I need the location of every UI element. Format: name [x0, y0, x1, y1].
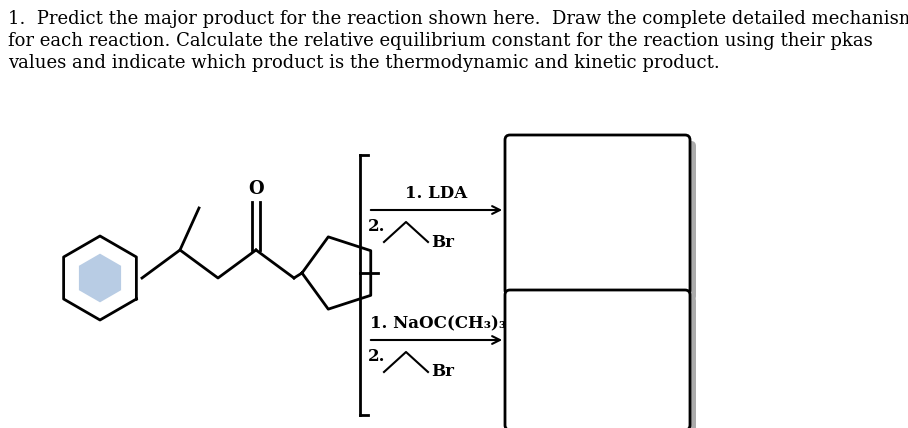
Text: Br: Br — [431, 234, 454, 250]
Text: 1. NaOC(CH₃)₃: 1. NaOC(CH₃)₃ — [370, 315, 506, 332]
Polygon shape — [79, 254, 121, 302]
Text: 2.: 2. — [368, 218, 386, 235]
Text: for each reaction. Calculate the relative equilibrium constant for the reaction : for each reaction. Calculate the relativ… — [8, 32, 873, 50]
Text: 2.: 2. — [368, 348, 386, 365]
Text: values and indicate which product is the thermodynamic and kinetic product.: values and indicate which product is the… — [8, 54, 720, 72]
FancyBboxPatch shape — [511, 141, 696, 301]
Text: 1.  Predict the major product for the reaction shown here.  Draw the complete de: 1. Predict the major product for the rea… — [8, 10, 908, 28]
FancyBboxPatch shape — [505, 135, 690, 295]
Text: Br: Br — [431, 363, 454, 380]
Text: O: O — [248, 180, 264, 198]
Text: 1. LDA: 1. LDA — [405, 185, 468, 202]
FancyBboxPatch shape — [511, 296, 696, 428]
FancyBboxPatch shape — [505, 290, 690, 428]
